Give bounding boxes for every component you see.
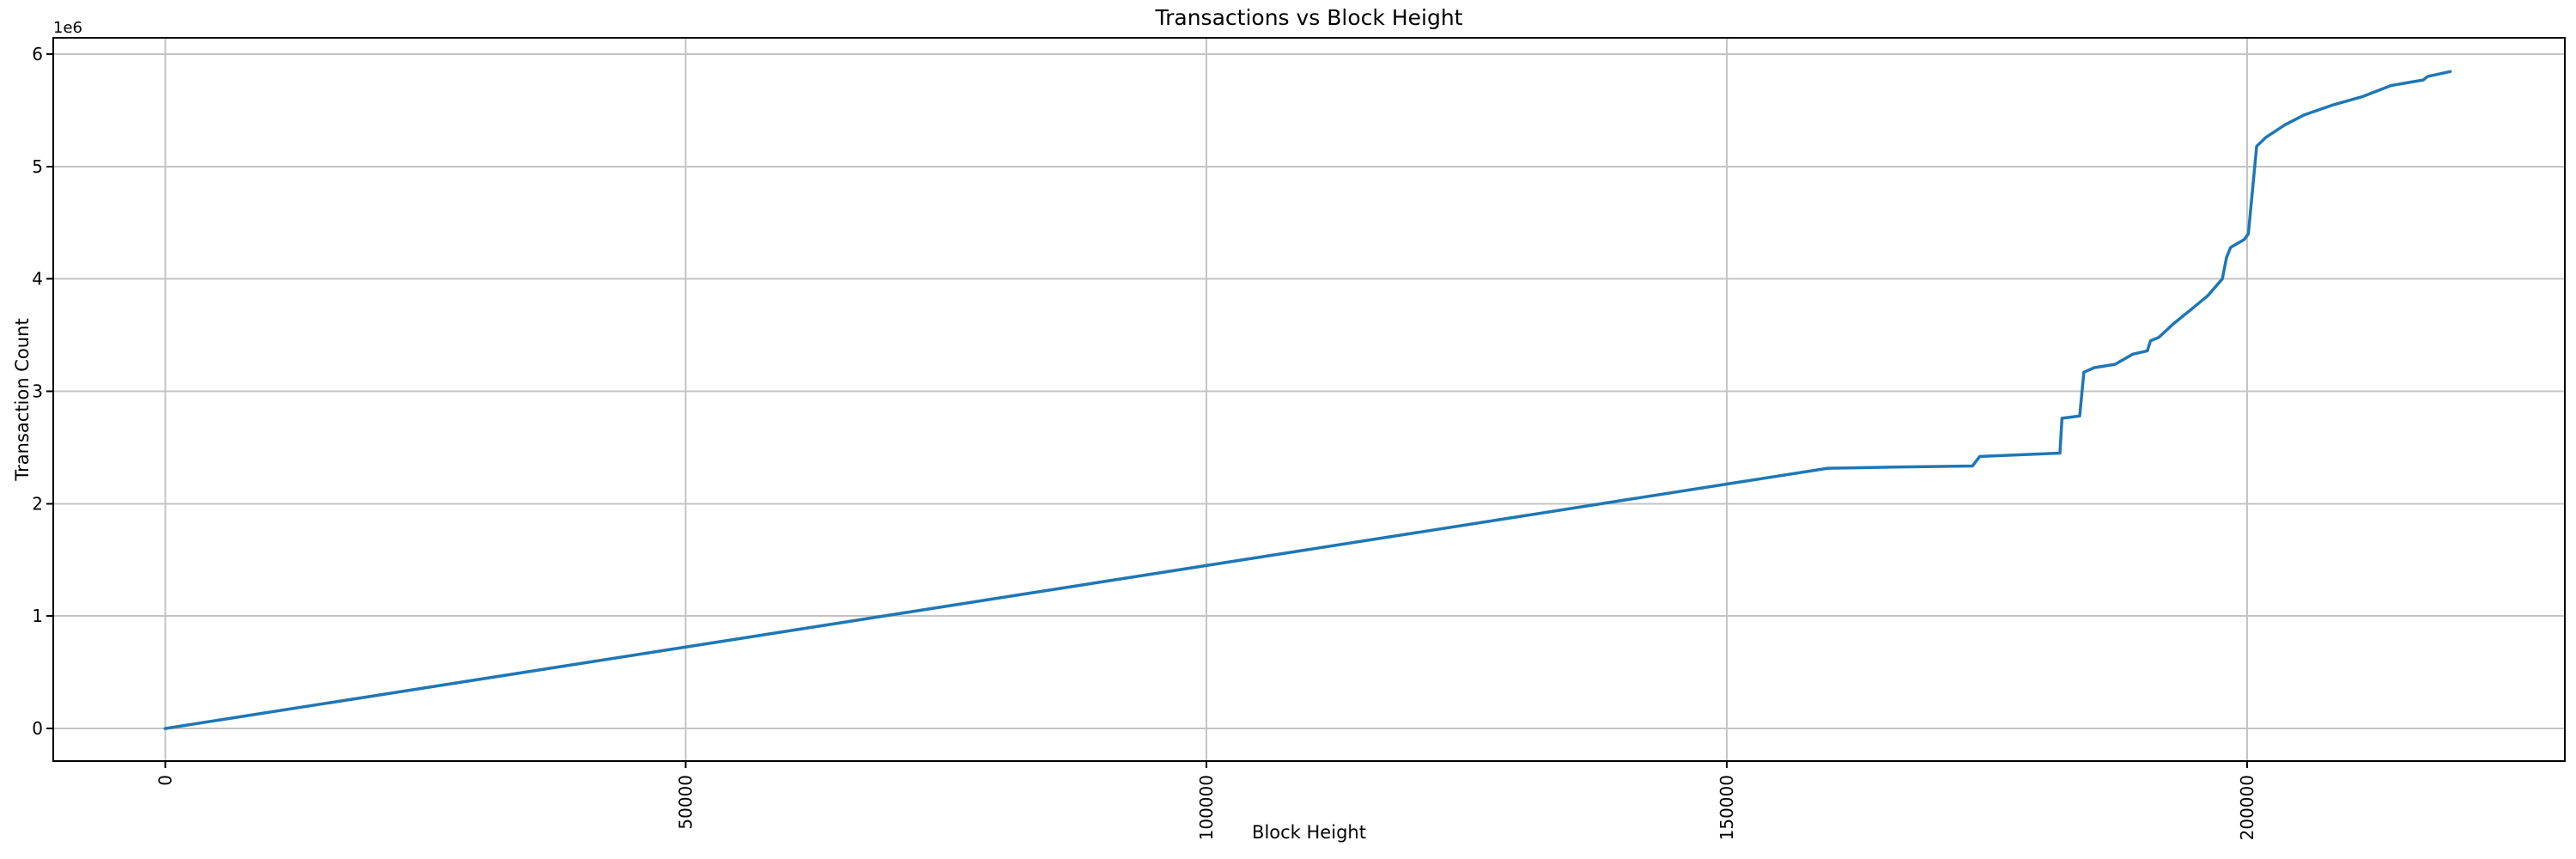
y-axis-offset-text: 1e6 xyxy=(53,19,82,37)
y-tick-label: 4 xyxy=(32,269,43,289)
y-tick-label: 1 xyxy=(32,606,43,626)
y-tick-label: 6 xyxy=(32,44,43,64)
x-tick-label: 150000 xyxy=(1716,775,1737,840)
y-tick-label: 3 xyxy=(32,381,43,402)
axes-spines xyxy=(52,37,2566,762)
x-tick-label: 50000 xyxy=(676,775,696,830)
x-tick-label: 200000 xyxy=(2237,775,2257,840)
x-axis-label: Block Height xyxy=(1252,822,1366,843)
y-tick-label: 0 xyxy=(32,718,43,739)
data-line-transactions xyxy=(163,70,2452,730)
y-axis-label: Transaction Count xyxy=(12,318,33,481)
x-tick-label: 0 xyxy=(155,775,175,786)
y-tick-label: 2 xyxy=(32,493,43,514)
y-tick-label: 5 xyxy=(32,156,43,177)
x-tick-label: 100000 xyxy=(1196,775,1217,840)
chart-title: Transactions vs Block Height xyxy=(1155,5,1463,30)
